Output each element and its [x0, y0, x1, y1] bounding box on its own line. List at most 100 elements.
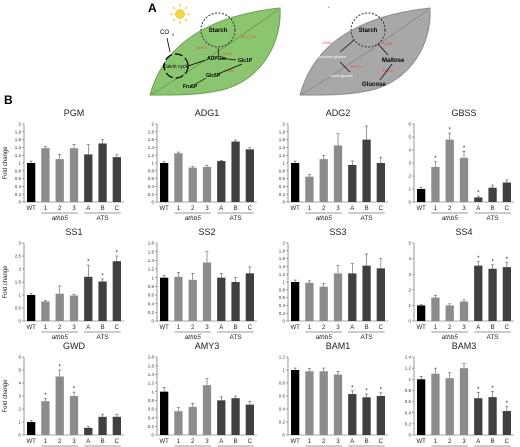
branched-glucans-label: Branched glucans: [318, 55, 346, 59]
x-tick-label: A: [476, 439, 480, 445]
bar-a: [84, 427, 93, 435]
y-tick-label: 0: [408, 433, 411, 438]
moon-icon: *: [315, 5, 330, 19]
y-tick-label: 1.8: [15, 129, 22, 134]
chart-title: SS4: [455, 227, 472, 237]
chart-title: SS2: [198, 227, 215, 237]
bar-b: [488, 397, 497, 435]
bar-3: [333, 273, 343, 321]
bar-2: [445, 139, 454, 202]
x-tick-label: C: [115, 439, 120, 445]
y-tick-label: 5: [408, 241, 411, 246]
y-tick-label: 0.2: [405, 421, 412, 426]
y-tick-label: 0.4: [148, 301, 155, 306]
chart-title: ADG1: [195, 108, 220, 118]
y-tick-label: 0.8: [148, 398, 155, 403]
x-tick-label: 2: [322, 325, 326, 331]
night-leaf-diagram: * Starch Branched glucans Linear glucans…: [299, 5, 431, 96]
x-tick-label: 3: [336, 439, 340, 445]
x-tick-label: WT: [26, 439, 36, 445]
chart-title: GBSS: [451, 108, 476, 118]
x-tick-label: A: [219, 206, 223, 212]
x-tick-label: WT: [159, 206, 169, 212]
significance-star: *: [491, 259, 494, 265]
y-tick-label: 1.8: [279, 129, 286, 134]
x-tick-label: C: [248, 439, 253, 445]
significance-star: *: [506, 257, 509, 263]
y-tick-label: 1.8: [148, 129, 155, 134]
y-tick-label: 0.6: [148, 176, 155, 181]
bar-a: [217, 277, 226, 321]
bar-c: [502, 182, 511, 202]
y-tick-label: 1.6: [279, 137, 286, 142]
svg-text:*: *: [328, 5, 330, 10]
y-tick-label: 3: [18, 241, 21, 246]
bar-1: [41, 401, 50, 435]
x-tick-label: C: [505, 439, 510, 445]
x-tick-label: C: [115, 325, 120, 331]
x-tick-label: 3: [205, 206, 209, 212]
y-tick-label: 0: [18, 200, 21, 205]
x-tick-label: 1: [44, 206, 48, 212]
fru6p-label: Fru6P: [183, 84, 198, 90]
bar-wt: [417, 305, 426, 321]
bar-wt: [27, 295, 36, 321]
y-tick-label: 0.2: [148, 192, 155, 197]
x-tick-label: 1: [177, 439, 181, 445]
x-tick-label: A: [350, 325, 354, 331]
bar-a: [474, 197, 483, 202]
x-tick-label: 2: [448, 439, 452, 445]
bar-1: [431, 166, 440, 202]
bar-1: [305, 282, 314, 321]
x-tick-label: 3: [205, 325, 209, 331]
bar-2: [188, 167, 197, 202]
y-tick-label: 0.8: [405, 388, 412, 393]
bar-wt: [160, 277, 169, 321]
x-tick-label: B: [101, 206, 105, 212]
glc1p-label: Glc1P: [238, 58, 253, 64]
x-tick-label: WT: [416, 206, 426, 212]
x-tick-label: C: [379, 439, 384, 445]
bar-a: [217, 161, 226, 202]
y-tick-label: 2: [282, 241, 285, 246]
x-tick-label: 3: [72, 206, 76, 212]
significance-star: *: [477, 387, 480, 393]
y-tick-label: 3: [408, 161, 411, 166]
significance-star: *: [477, 191, 480, 197]
y-tick-label: 1: [18, 161, 21, 166]
chart-title: AMY3: [195, 341, 220, 351]
adpglc-label: ADPGlc: [207, 56, 226, 62]
y-tick-label: 1: [282, 368, 285, 373]
bar-1: [174, 411, 183, 435]
day-starch-label: Starch: [209, 28, 228, 34]
bar-c: [245, 404, 254, 435]
y-tick-label: 0.6: [279, 295, 286, 300]
group-label-athb5: athb5: [316, 334, 333, 341]
y-tick-label: 1.8: [148, 241, 155, 246]
bar-2: [319, 371, 328, 435]
bar-b: [231, 398, 240, 435]
group-label-ats: ATS: [96, 334, 109, 341]
bar-b: [231, 141, 240, 202]
y-tick-label: 0.2: [279, 420, 286, 425]
panel-label-b: B: [4, 93, 13, 107]
bar-wt: [27, 163, 36, 202]
y-tick-label: 0.8: [148, 168, 155, 173]
bar-3: [69, 295, 79, 321]
y-tick-label: 1: [408, 377, 411, 382]
y-tick-label: 0.2: [279, 192, 286, 197]
y-tick-label: 0: [282, 319, 285, 324]
bar-a: [348, 164, 357, 202]
x-tick-label: B: [491, 206, 495, 212]
y-tick-label: 1.2: [405, 366, 412, 371]
bar-1: [41, 301, 50, 321]
x-tick-label: C: [505, 325, 510, 331]
y-tick-label: 6: [408, 122, 411, 127]
y-tick-label: 0.6: [405, 399, 412, 404]
svg-text:CO: CO: [160, 30, 169, 36]
y-tick-label: 0.4: [148, 184, 155, 189]
x-tick-label: 2: [448, 206, 452, 212]
x-tick-label: C: [115, 206, 120, 212]
